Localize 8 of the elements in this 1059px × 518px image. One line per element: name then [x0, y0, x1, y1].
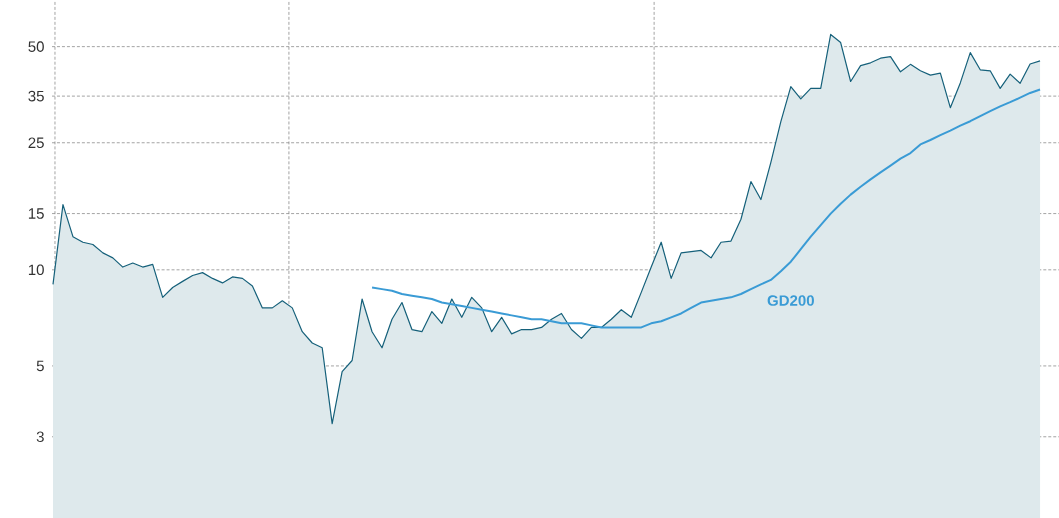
y-tick-label: 10	[28, 264, 44, 276]
y-tick-label: 25	[28, 137, 44, 149]
y-tick-label: 50	[28, 41, 44, 52]
series-label: GD200	[767, 295, 814, 306]
y-tick-label: 35	[28, 90, 44, 102]
y-tick-label: 3	[36, 431, 44, 443]
y-tick-label: 15	[28, 208, 44, 219]
y-tick-label: 5	[36, 360, 44, 372]
